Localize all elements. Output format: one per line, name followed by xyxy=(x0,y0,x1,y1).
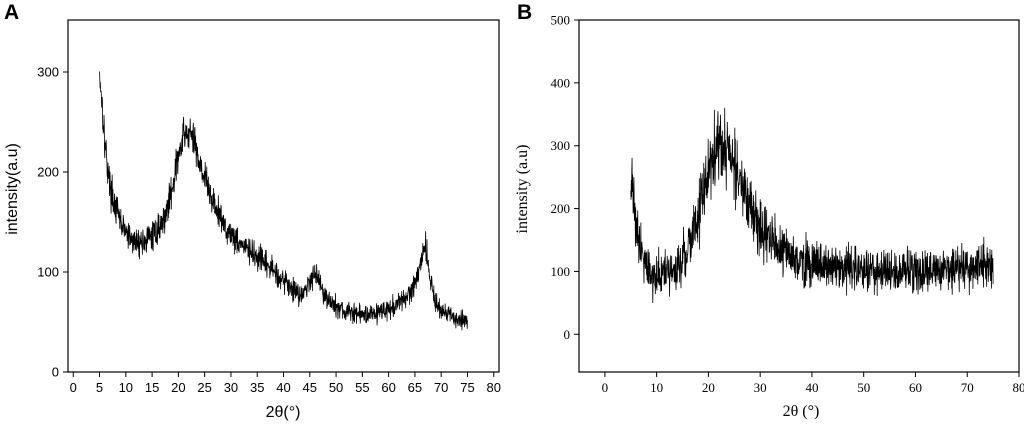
y-tick-label: 100 xyxy=(551,264,571,279)
xrd-series-line xyxy=(99,71,468,331)
panel-b-x-axis: 0 10 20 30 40 50 60 70 80 xyxy=(602,372,1024,395)
panel-b-x-axis-label: 2θ (°) xyxy=(783,403,820,420)
panel-a-y-axis-label: intensity(a.u) xyxy=(4,143,21,235)
panel-b-series xyxy=(630,107,994,304)
y-tick-label: 500 xyxy=(551,13,571,28)
x-tick-label: 15 xyxy=(145,380,159,395)
y-tick-label: 300 xyxy=(37,65,59,80)
x-tick-label: 70 xyxy=(434,380,448,395)
y-tick-label: 0 xyxy=(564,327,571,342)
xrd-series-line xyxy=(630,107,994,304)
x-tick-label: 30 xyxy=(754,380,767,395)
y-tick-label: 100 xyxy=(37,265,59,280)
x-tick-label: 10 xyxy=(119,380,133,395)
x-tick-label: 80 xyxy=(1013,380,1024,395)
panel-a-plot-frame xyxy=(67,19,500,373)
panel-a-letter: A xyxy=(4,1,19,24)
panel-b: B 0 10 20 30 40 50 60 70 80 0 100 200 300 400 500 2θ … xyxy=(514,1,1024,420)
x-tick-label: 10 xyxy=(650,380,663,395)
x-tick-label: 35 xyxy=(250,380,264,395)
y-tick-label: 400 xyxy=(551,75,571,90)
x-tick-label: 20 xyxy=(702,380,715,395)
x-tick-label: 45 xyxy=(303,380,317,395)
x-tick-label: 50 xyxy=(857,380,870,395)
panel-a: A 0 5 10 15 20 25 30 35 40 45 50 55 60 65 70 75 80 0 100 2… xyxy=(4,1,501,421)
y-tick-label: 300 xyxy=(551,138,571,153)
x-tick-label: 0 xyxy=(70,380,77,395)
y-tick-label: 0 xyxy=(52,365,59,380)
panel-b-letter: B xyxy=(517,1,532,24)
x-tick-label: 70 xyxy=(961,380,974,395)
y-tick-label: 200 xyxy=(37,165,59,180)
x-tick-label: 75 xyxy=(460,380,474,395)
x-tick-label: 20 xyxy=(171,380,185,395)
x-tick-label: 65 xyxy=(408,380,422,395)
panel-b-y-axis: 0 100 200 300 400 500 xyxy=(551,13,579,342)
panel-a-series xyxy=(99,71,468,331)
panel-b-y-axis-label: intensity (a.u) xyxy=(514,145,531,234)
x-tick-label: 25 xyxy=(197,380,211,395)
x-tick-label: 60 xyxy=(381,380,395,395)
x-tick-label: 40 xyxy=(805,380,818,395)
x-tick-label: 40 xyxy=(276,380,290,395)
x-tick-label: 0 xyxy=(602,380,609,395)
panel-a-x-axis-label: 2θ(°) xyxy=(266,404,301,421)
x-tick-label: 30 xyxy=(224,380,238,395)
x-tick-label: 50 xyxy=(329,380,343,395)
x-tick-label: 5 xyxy=(96,380,103,395)
panel-a-x-axis: 0 5 10 15 20 25 30 35 40 45 50 55 60 65 70 75 80 xyxy=(70,372,501,395)
x-tick-label: 60 xyxy=(909,380,922,395)
panel-a-y-axis: 0 100 200 300 xyxy=(37,65,68,380)
panel-b-plot-frame xyxy=(578,19,1020,373)
x-tick-label: 80 xyxy=(487,380,501,395)
y-tick-label: 200 xyxy=(551,201,571,216)
x-tick-label: 55 xyxy=(355,380,369,395)
